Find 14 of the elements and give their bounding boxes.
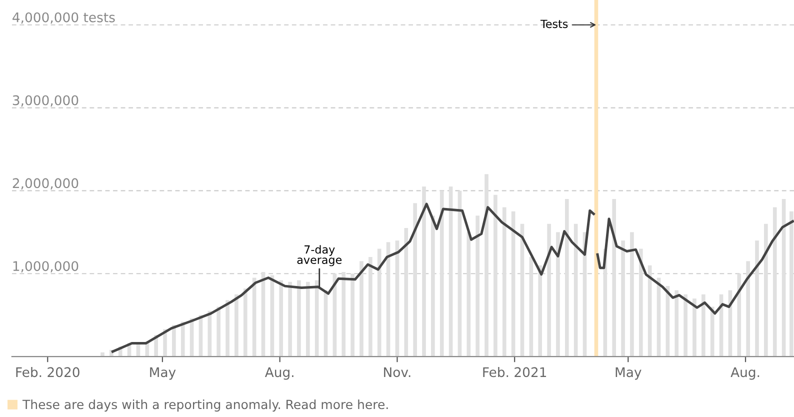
y-tick-label: 3,000,000 <box>12 95 78 107</box>
x-tick-label: Aug. <box>730 367 760 380</box>
y-tick-label: 1,000,000 <box>13 261 78 272</box>
y-tick-label: 4,000,000 tests <box>12 12 115 24</box>
x-tick-label: Aug. <box>264 367 294 380</box>
annotation: Tests <box>540 20 568 28</box>
x-tick-label: May <box>616 367 642 380</box>
x-tick-label: Feb. 2020 <box>16 366 80 378</box>
legend-label: These are days with a reporting anomaly. Read more here. <box>22 399 388 412</box>
annotation: 7-day average <box>297 245 342 266</box>
x-tick-label: Nov. <box>384 367 410 378</box>
x-tick-label: May <box>150 367 176 380</box>
x-tick-label: Feb. 2021 <box>483 366 546 378</box>
y-tick-label: 2,000,000 <box>12 178 78 190</box>
